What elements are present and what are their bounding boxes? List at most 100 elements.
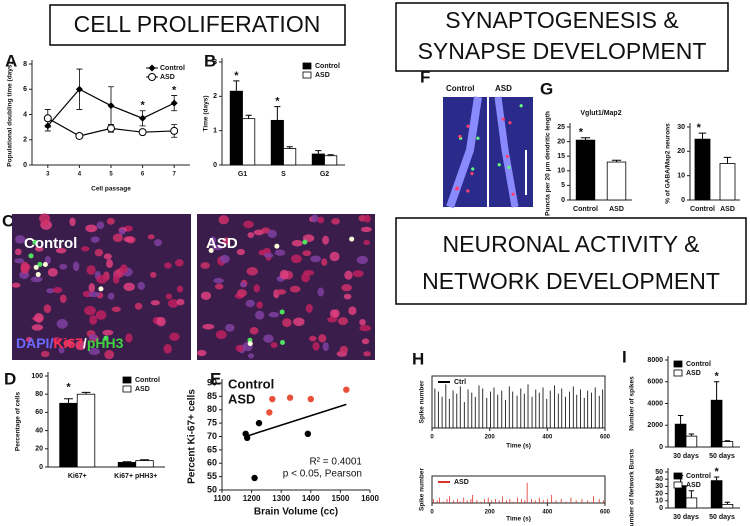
x-tick-label: 30 days <box>673 453 699 460</box>
cell <box>360 226 372 233</box>
bar <box>710 480 723 509</box>
y-tick-label: 0 <box>213 162 217 169</box>
cell <box>123 236 134 243</box>
cell <box>167 299 179 308</box>
puncta <box>476 136 480 140</box>
cell <box>248 353 255 359</box>
cell <box>28 253 34 259</box>
point <box>286 394 294 401</box>
cell <box>263 334 274 343</box>
cell <box>11 282 21 288</box>
cell <box>243 220 254 229</box>
x-axis-label: Time (s) <box>506 443 531 450</box>
cell <box>253 229 264 236</box>
heading: SYNAPSE DEVELOPMENT <box>418 38 707 64</box>
cell <box>280 340 286 346</box>
error-bar <box>580 137 591 141</box>
panel-letter: C <box>2 211 14 230</box>
y-tick-label: 80 <box>35 391 43 398</box>
y-tick-label: 2 <box>213 93 217 100</box>
point <box>255 419 263 427</box>
cell <box>72 261 80 272</box>
cell <box>15 235 26 244</box>
bar <box>117 462 137 468</box>
cell <box>364 214 371 223</box>
cell <box>246 267 258 276</box>
y-tick-label: 0 <box>23 162 27 169</box>
significance: * <box>579 127 584 139</box>
cell <box>215 330 227 340</box>
cell <box>213 277 224 284</box>
y-tick-label: 4000 <box>647 400 663 407</box>
cell <box>150 300 160 306</box>
cell <box>30 276 43 283</box>
cell <box>305 303 313 313</box>
y-tick-label: 1 <box>213 128 217 135</box>
cell <box>59 294 67 304</box>
point <box>343 386 350 393</box>
legend-swatch <box>122 376 132 384</box>
legend-label: ASD <box>160 74 175 81</box>
point <box>307 395 314 403</box>
error-bar <box>724 440 731 442</box>
significance: * <box>275 96 280 108</box>
bar <box>59 402 78 468</box>
cell <box>310 255 321 263</box>
cell <box>218 215 229 225</box>
y-tick-label: 6000 <box>647 379 663 386</box>
y-tick-label: 10 <box>655 498 663 505</box>
cell <box>46 288 55 294</box>
x-tick-label: 0 <box>430 510 434 516</box>
y-tick-label: 55 <box>207 471 217 481</box>
image-label: Control <box>24 235 77 252</box>
cell <box>125 333 133 343</box>
cell <box>32 239 38 245</box>
cell <box>163 343 172 354</box>
cell <box>309 335 317 342</box>
bar <box>135 460 154 468</box>
bar <box>674 485 687 509</box>
cell <box>90 236 100 243</box>
y-tick-label: 4 <box>23 111 27 118</box>
cell <box>214 283 224 290</box>
cell <box>209 236 217 245</box>
y-tick-label: 0 <box>681 197 685 204</box>
y-tick-label: 90 <box>207 377 217 387</box>
cell <box>43 304 52 314</box>
cell <box>255 310 265 320</box>
plot-frame <box>431 475 606 504</box>
y-tick-label: 65 <box>207 444 217 454</box>
error-bar <box>611 159 622 163</box>
cell <box>363 351 371 357</box>
bar <box>694 138 711 201</box>
x-tick-label: 4 <box>78 172 82 178</box>
cell <box>55 247 67 254</box>
y-axis-label: Number of Network Bursts <box>629 448 636 526</box>
cell <box>75 340 86 351</box>
error-bar <box>713 381 720 401</box>
cell <box>247 341 253 347</box>
annotation: p < 0.05, Pearson <box>283 469 362 480</box>
cell <box>89 315 98 325</box>
marker <box>43 114 52 123</box>
error-bar <box>713 476 720 481</box>
puncta <box>471 167 475 171</box>
y-tick-label: 0 <box>39 464 43 471</box>
x-tick-label: 200 <box>485 435 496 441</box>
panel-letter: A <box>5 51 17 70</box>
error-bar <box>677 414 684 425</box>
micrograph-left <box>443 97 487 207</box>
x-tick-label: 400 <box>542 435 553 441</box>
cell <box>359 325 372 332</box>
cell <box>312 341 320 351</box>
x-tick-label: 7 <box>173 172 177 178</box>
cell <box>317 287 325 297</box>
y-tick-label: 40 <box>655 476 663 483</box>
annotation: R² = 0.4001 <box>309 457 362 468</box>
legend-label: Control <box>135 377 160 384</box>
error-bar <box>723 156 732 164</box>
cell <box>149 271 157 278</box>
cell <box>318 334 327 343</box>
y-tick-label: 0 <box>659 444 663 451</box>
